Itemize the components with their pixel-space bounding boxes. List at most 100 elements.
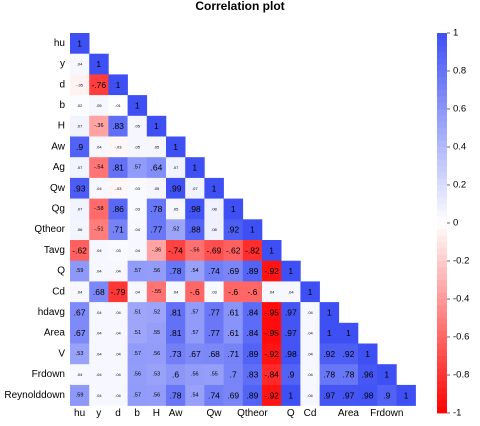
cell-V-Qg — [223, 343, 244, 365]
cell-value-label: .04 — [134, 248, 140, 253]
colorbar-segment — [437, 197, 447, 205]
column-labels: hu y d b H Aw Qw Qtheor Q Cd Area Frdown — [74, 408, 403, 419]
cell-value-label: -.58 — [94, 206, 103, 212]
cell-Qtheor-H — [146, 219, 167, 241]
cell-Cd-d — [108, 281, 128, 303]
cell-value-label: .04 — [307, 393, 313, 398]
colorbar-segment — [437, 400, 447, 408]
cell-value-label: .67 — [74, 307, 86, 317]
cell-value-label: -.6 — [247, 287, 257, 297]
colorbar-segment — [437, 64, 447, 72]
cell-Area-Q — [281, 322, 301, 344]
cell-value-label: 1 — [154, 121, 159, 131]
cell-value-label: .56 — [153, 268, 161, 274]
cell-value-label: -.95 — [264, 307, 279, 317]
cell-Frdown-Q — [281, 364, 301, 386]
cell-Reynolddown-H — [146, 384, 167, 406]
colorbar-segment — [437, 102, 447, 110]
cell-Aw-d — [108, 136, 128, 158]
column-label-Area: Area — [338, 408, 360, 419]
row-label-Qtheor: Qtheor — [34, 224, 65, 235]
cell-V-hu — [70, 343, 90, 365]
cell-value-label: -.62 — [226, 245, 241, 255]
cell-value-label: 1 — [135, 100, 140, 110]
colorbar-segment — [437, 330, 447, 338]
colorbar-segment — [437, 362, 447, 370]
cell-value-label: .04 — [77, 289, 83, 294]
cell-value-label: 1 — [77, 38, 82, 48]
cell-value-label: 1 — [308, 287, 313, 297]
cell-value-label: .55 — [153, 330, 161, 336]
cell-value-label: 1 — [384, 370, 389, 380]
cell-value-label: .04 — [115, 393, 121, 398]
colorbar-tick-label: -0.4 — [453, 294, 469, 305]
row-label-Qg: Qg — [52, 203, 65, 214]
row-label-H: H — [58, 121, 65, 132]
cell-value-label: .52 — [172, 227, 180, 233]
cell-value-label: 1 — [327, 328, 332, 338]
cell-Aw-hu — [70, 136, 90, 158]
row-label-Frdown: Frdown — [32, 369, 65, 380]
cell-value-label: .9 — [383, 390, 390, 400]
cell-value-label: .57 — [133, 165, 141, 171]
colorbar-segment — [437, 248, 447, 256]
cell-Q-b — [127, 260, 148, 282]
cell-value-label: .52 — [153, 309, 161, 315]
cell-value-label: .83 — [246, 370, 258, 380]
cell-Qw-d — [108, 177, 128, 199]
cell-value-label: .05 — [96, 103, 102, 108]
cell-Frdown-hu — [70, 364, 90, 386]
colorbar-segment — [437, 83, 447, 91]
column-label-Cd: Cd — [304, 408, 317, 419]
cell-Qg-hu — [70, 198, 90, 220]
cell-value-label: .59 — [76, 268, 84, 274]
cell-b-y — [89, 95, 109, 117]
cell-value-label: .04 — [77, 62, 83, 67]
cell-value-label: 1 — [212, 183, 217, 193]
cell-value-label: -.62 — [72, 245, 87, 255]
cell-Cd-Qw — [204, 281, 224, 303]
cell-value-label: -.05 — [76, 82, 84, 87]
cell-Aw-y — [89, 136, 109, 158]
cell-Area-Area — [338, 322, 359, 344]
cell-value-label: .04 — [115, 351, 121, 356]
cell-V-Cd — [300, 343, 320, 365]
cell-value-label: .71 — [227, 349, 239, 359]
row-label-Area: Area — [44, 328, 66, 339]
cell-Tavg-Aw — [166, 240, 186, 261]
cell-hdavg-Qtheor — [242, 302, 263, 324]
cell-value-label: .04 — [96, 351, 102, 356]
cell-d-y — [89, 74, 109, 96]
colorbar-segment — [437, 134, 447, 142]
cell-value-label: .59 — [76, 392, 84, 398]
cell-H-b — [127, 115, 148, 137]
cell-value-label: 1 — [269, 245, 274, 255]
cell-value-label: .57 — [133, 351, 141, 357]
colorbar-segment — [437, 280, 447, 287]
cell-value-label: .86 — [112, 204, 124, 214]
cell-Frdown-Cd — [300, 364, 320, 386]
cell-Tavg-H — [146, 240, 167, 261]
cell-value-label: .51 — [133, 330, 141, 336]
colorbar-segment — [437, 58, 447, 66]
colorbar-segment — [437, 71, 447, 78]
cell-hdavg-hdavg — [319, 302, 340, 324]
cell-value-label: .89 — [246, 390, 258, 400]
colorbar-segment — [437, 311, 447, 319]
cell-value-label: .05 — [134, 124, 140, 129]
cell-Qg-y — [89, 198, 109, 220]
column-label-hu: hu — [74, 408, 85, 419]
cell-Frdown-Aw — [166, 364, 186, 386]
cell-Aw-Aw — [166, 136, 186, 158]
cell-value-label: .04 — [307, 310, 313, 315]
cell-Qw-H — [146, 177, 167, 199]
cell-value-label: .04 — [115, 372, 121, 377]
cell-Q-H — [146, 260, 167, 282]
cell-value-label: .74 — [208, 390, 220, 400]
column-label-d: d — [115, 408, 121, 419]
row-label-Q: Q — [57, 266, 65, 277]
colorbar-segment — [437, 324, 447, 332]
colorbar-segment — [437, 406, 447, 414]
